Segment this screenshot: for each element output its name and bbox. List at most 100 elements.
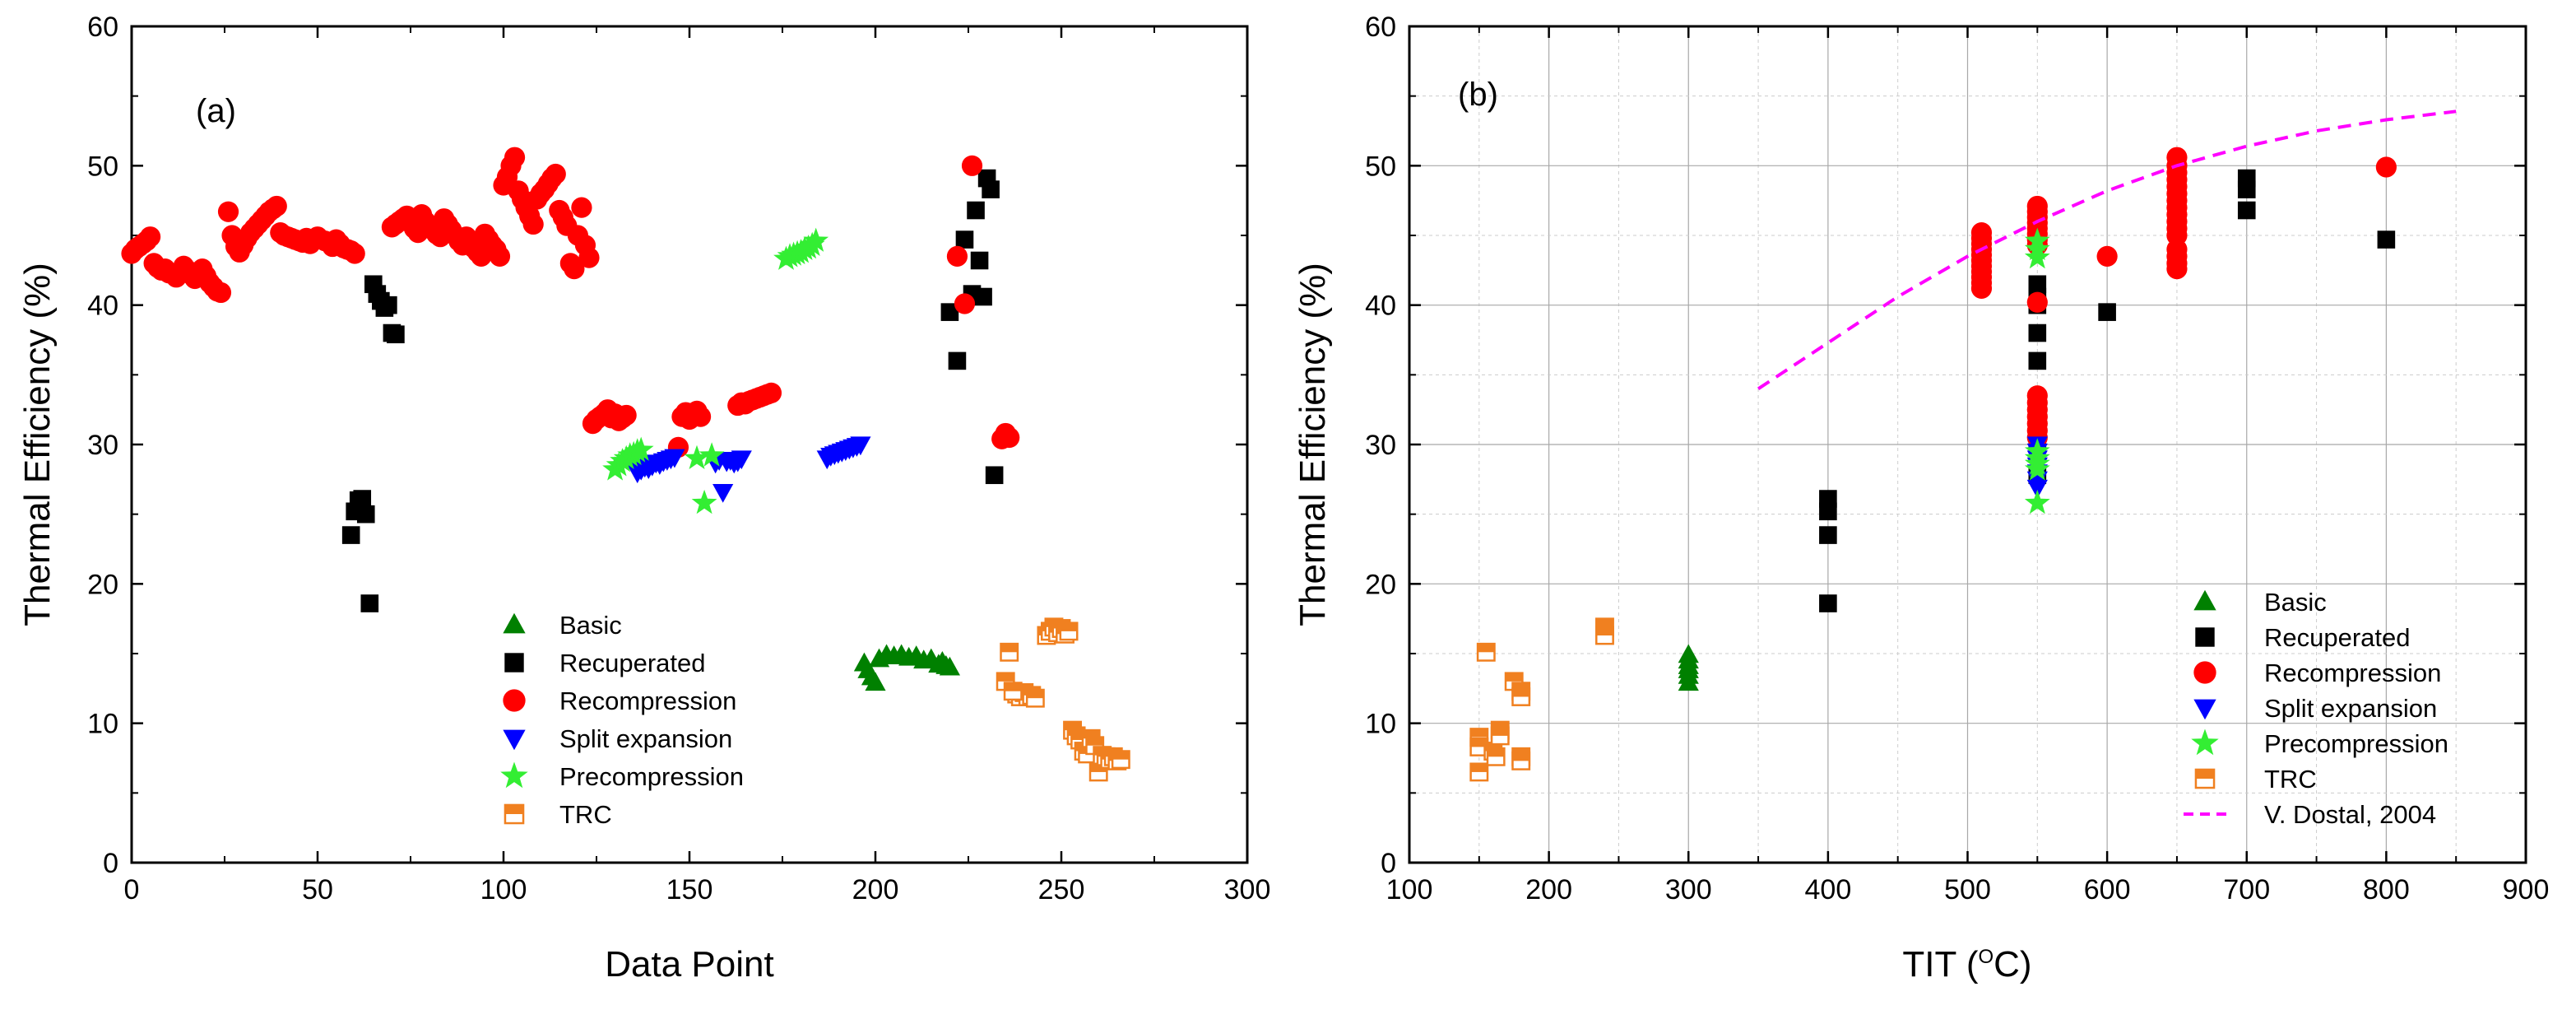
point-recuperated-b-14 xyxy=(2237,201,2256,220)
point-basic-a-15 xyxy=(939,656,960,676)
point-recompression-a-109 xyxy=(578,247,600,268)
point-precompression-a-7 xyxy=(628,436,654,461)
point-recompression-a-137 xyxy=(946,245,968,267)
y-axis-title-a: Thermal Efficiency (%) xyxy=(17,263,58,626)
y-tick-label-b-2: 20 xyxy=(1365,569,1396,600)
point-recompression-a-105 xyxy=(564,258,585,280)
y-tick-label-b-4: 40 xyxy=(1365,291,1396,322)
point-recuperated-b-11 xyxy=(2098,303,2116,321)
point-trc-a-13 xyxy=(1059,621,1079,641)
point-recuperated-a-3 xyxy=(353,490,372,508)
legend-label-basic-b: Basic xyxy=(2264,588,2327,617)
x-axis-unit-sup-b: O xyxy=(1978,946,1993,968)
legend-marker-split-expansion-b xyxy=(2193,699,2216,720)
legend-item-split-expansion-b: Split expansion xyxy=(2193,694,2437,723)
point-recuperated-a-17 xyxy=(967,201,985,220)
point-trc-b-2 xyxy=(1469,762,1489,782)
legend-label-precompression-b: Precompression xyxy=(2264,729,2448,758)
y-tick-label-b-3: 30 xyxy=(1365,430,1396,461)
x-tick-label-b-7: 800 xyxy=(2363,874,2410,905)
legend-label-trc-a: TRC xyxy=(559,800,612,829)
x-axis-title-b: TIT (OC) xyxy=(1902,944,2031,984)
x-axis-title-text-b: TIT xyxy=(1902,944,1956,984)
x-tick-label-a-5: 250 xyxy=(1038,874,1085,905)
series-basic-b xyxy=(1678,644,1699,691)
y-tick-label-b-0: 0 xyxy=(1381,848,1396,879)
legend-marker-trc-a xyxy=(504,803,525,825)
x-tick-label-a-3: 150 xyxy=(666,874,713,905)
point-trc-b-12 xyxy=(1511,751,1531,770)
point-precompression-b-7 xyxy=(2024,489,2050,514)
point-precompression-a-19 xyxy=(803,227,829,252)
x-tick-label-b-6: 700 xyxy=(2223,874,2270,905)
series-recompression-a xyxy=(121,147,1020,458)
x-tick-label-b-2: 300 xyxy=(1665,874,1712,905)
point-trc-a-29 xyxy=(1003,682,1023,701)
x-tick-label-b-4: 500 xyxy=(1944,874,1991,905)
point-trc-b-14 xyxy=(1595,626,1614,645)
x-tick-label-a-6: 300 xyxy=(1224,874,1271,905)
legend-item-recuperated-b: Recuperated xyxy=(2195,623,2411,652)
point-recuperated-b-7 xyxy=(2028,323,2047,342)
x-tick-label-b-8: 900 xyxy=(2503,874,2550,905)
chart-panel-b: 100 200 300 400 500 600 700 800 900 0 10 20 30 40 50 60… xyxy=(1293,12,2549,984)
legend-item-basic-b: Basic xyxy=(2193,588,2327,617)
legend-marker-precompression-b xyxy=(2191,728,2219,756)
y-tick-label-a-2: 20 xyxy=(87,569,118,600)
y-tick-label-a-0: 0 xyxy=(103,848,118,879)
x-tick-label-b-0: 100 xyxy=(1386,874,1433,905)
point-recompression-a-139 xyxy=(961,155,983,176)
point-split-expansion-a-28 xyxy=(850,436,871,456)
legend-marker-recompression-b xyxy=(2193,661,2216,684)
chart-panel-a: 0 50 100 150 200 250 300 0 10 20 30 40 50 60 (a) Data… xyxy=(17,12,1270,984)
point-recompression-a-5 xyxy=(140,226,161,248)
point-recuperated-b-8 xyxy=(2028,351,2047,370)
point-recuperated-a-15 xyxy=(955,230,974,249)
x-tick-label-a-4: 200 xyxy=(852,874,899,905)
point-recompression-a-100 xyxy=(545,163,566,185)
legend-label-basic-a: Basic xyxy=(559,611,622,640)
series-basic-a xyxy=(853,644,960,691)
x-tick-label-a-2: 100 xyxy=(480,874,527,905)
point-recuperated-a-0 xyxy=(341,526,360,544)
point-recompression-a-138 xyxy=(954,293,976,314)
point-basic-b-5 xyxy=(1678,672,1699,691)
point-trc-b-3 xyxy=(1476,642,1496,662)
legend-label-precompression-a: Precompression xyxy=(559,762,744,791)
point-precompression-a-10 xyxy=(699,442,725,467)
point-recuperated-a-13 xyxy=(940,303,959,321)
series-precompression-a xyxy=(602,227,829,514)
y-tick-label-b-6: 60 xyxy=(1365,12,1396,43)
point-precompression-a-9 xyxy=(691,489,717,514)
point-recompression-a-23 xyxy=(210,282,232,304)
point-trc-a-27 xyxy=(1111,750,1130,770)
x-tick-label-a-0: 0 xyxy=(124,874,140,905)
legend-marker-recuperated-b xyxy=(2195,627,2215,647)
legend-item-precompression-b: Precompression xyxy=(2191,728,2448,758)
point-recuperated-b-15 xyxy=(2377,230,2396,249)
line-v-dostal-2004-b xyxy=(1757,109,2457,390)
x-axis-title-a: Data Point xyxy=(605,944,773,984)
point-recompression-a-94 xyxy=(522,213,544,235)
legend-item-recompression-b: Recompression xyxy=(2193,659,2441,687)
point-recuperated-a-19 xyxy=(974,287,992,306)
point-recuperated-a-5 xyxy=(360,594,379,612)
y-tick-label-a-6: 60 xyxy=(87,12,118,43)
point-recompression-a-136 xyxy=(760,382,782,403)
point-recompression-a-85 xyxy=(489,245,511,267)
legend-marker-recompression-a xyxy=(503,689,526,712)
point-recompression-a-126 xyxy=(689,406,712,427)
legend-marker-split-expansion-a xyxy=(503,729,526,751)
legend-label-recompression-a: Recompression xyxy=(559,687,736,715)
legend-label-trc-b: TRC xyxy=(2264,765,2317,794)
series-recompression-b xyxy=(1970,147,2397,449)
series-recuperated-a xyxy=(341,169,1004,612)
point-split-expansion-b-6 xyxy=(2026,479,2048,499)
legend-label-recompression-b: Recompression xyxy=(2264,659,2441,687)
legend-marker-precompression-a xyxy=(500,761,528,789)
legend-label-v-dostal-2004-b: V. Dostal, 2004 xyxy=(2264,800,2436,829)
point-split-expansion-a-18 xyxy=(731,450,752,470)
point-precompression-b-2 xyxy=(2024,244,2050,269)
point-recuperated-b-3 xyxy=(1819,594,1837,612)
legend-marker-basic-b xyxy=(2193,589,2216,611)
